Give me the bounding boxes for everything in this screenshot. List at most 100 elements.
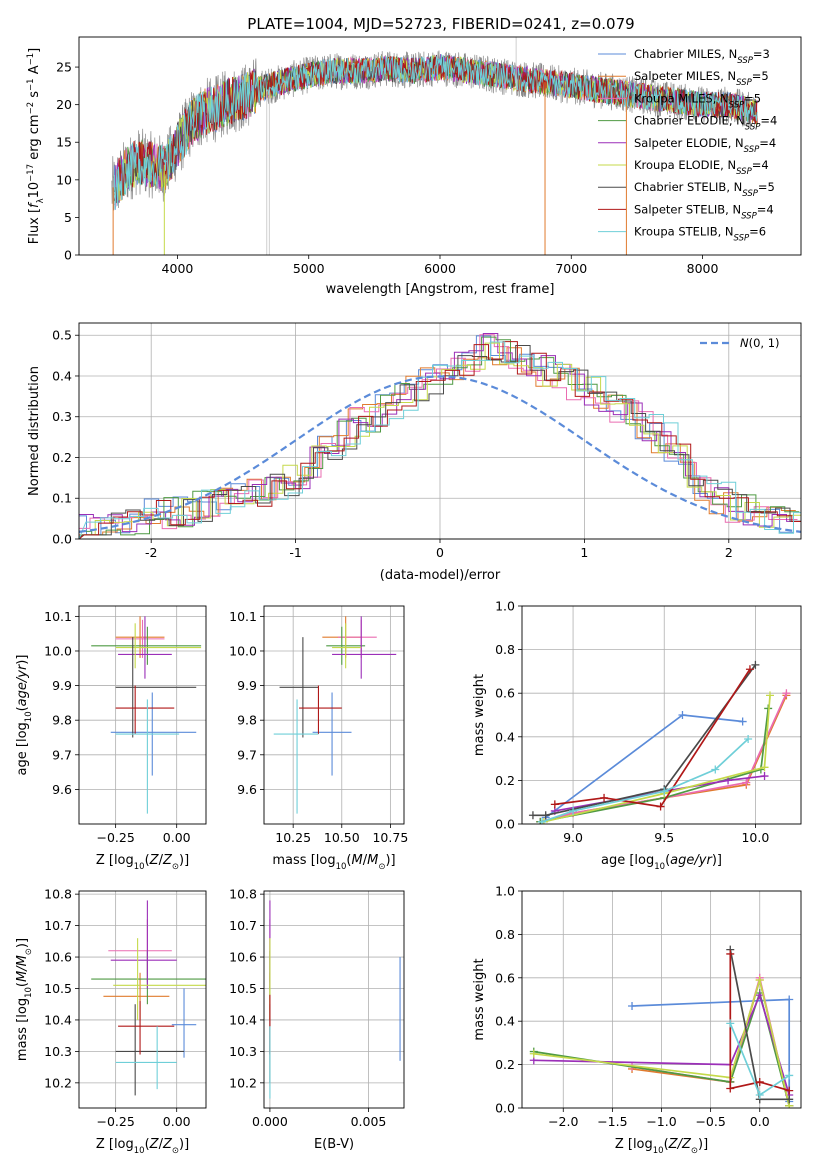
weight-marker (678, 711, 687, 719)
x-tick-label: −0.25 (96, 830, 134, 845)
y-axis-label: mass weight (472, 674, 487, 756)
weight-marker (724, 776, 733, 785)
y-tick-label: 0.6 (495, 686, 515, 701)
y-tick-label: 0.0 (52, 532, 72, 547)
x-axis-label: Z [log10(Z/Z⊙)] (96, 1137, 189, 1156)
weight-marker (538, 817, 547, 824)
legend-label: Salpeter MILES, NSSP=5 (634, 69, 769, 88)
weight-marker (742, 778, 751, 787)
x-tick-label: −1.0 (646, 1114, 676, 1129)
figure-title: PLATE=1004, MJD=52723, FIBERID=0241, z=0… (247, 15, 634, 33)
x-axis-label: mass [log10(M/M⊙)] (272, 853, 395, 872)
x-axis-label: (data-model)/error (380, 568, 501, 583)
axes-frame (78, 36, 802, 256)
x-axis-label: Z [log10(Z/Z⊙)] (96, 853, 189, 872)
x-tick-label: 5000 (293, 261, 325, 276)
y-axis-label: mass weight (472, 958, 487, 1040)
y-tick-label: 1.0 (495, 884, 515, 899)
axes-frame (78, 322, 802, 540)
x-tick-label: 2 (725, 545, 733, 560)
weight-marker (744, 734, 753, 743)
y-tick-label: 10.7 (229, 918, 257, 933)
gaussian-curve (79, 375, 801, 533)
y-tick-label: 9.8 (52, 713, 72, 728)
y-tick-label: 5 (64, 210, 72, 225)
weight-marker (726, 1084, 735, 1093)
weight-marker (528, 811, 537, 820)
weight-marker (600, 793, 609, 802)
x-tick-label: 4000 (162, 261, 194, 276)
x-tick-label: 0 (436, 545, 444, 560)
x-tick-label: −1.5 (597, 1114, 627, 1129)
weight-marker (782, 689, 791, 698)
weight-marker (726, 1019, 735, 1028)
x-tick-label: 0.00 (163, 830, 191, 845)
histogram-series (79, 345, 801, 539)
model-spectrum-line (113, 54, 758, 209)
y-tick-label: 10 (56, 172, 72, 187)
y-tick-label: 10.0 (44, 643, 72, 658)
y-tick-label: 10.4 (229, 1012, 257, 1027)
y-tick-label: 0.2 (52, 450, 72, 465)
weight-marker (628, 1002, 637, 1011)
y-tick-label: 10.6 (229, 950, 257, 965)
x-tick-label: 6000 (424, 261, 456, 276)
y-tick-label: 0 (64, 248, 72, 263)
weight-marker (569, 806, 578, 815)
weight-marker (751, 660, 760, 669)
errorbars (269, 900, 401, 1099)
mass_vs_ebv-panel: 0.000 0.005 10.2 10.3 10.4 10.5 10.6 10.7 10.8 E(… (229, 887, 405, 1152)
weight-marker (660, 787, 669, 796)
weight-marker (550, 800, 559, 809)
weight-marker (656, 802, 665, 811)
y-tick-label: 0.4 (52, 368, 72, 383)
x-tick-label: 8000 (687, 261, 719, 276)
y-tick-label: 9.6 (52, 782, 72, 797)
y-tick-label: 10.7 (44, 918, 72, 933)
histogram-steps (79, 333, 801, 539)
y-tick-label: 10.1 (44, 609, 72, 624)
weight-marker (745, 665, 754, 674)
x-tick-label: 0.000 (252, 1114, 288, 1129)
weight-marker (785, 1086, 794, 1095)
weight-marker (766, 691, 774, 700)
weight-marker (711, 765, 720, 774)
legend-label: Chabrier MILES, NSSP=3 (634, 47, 770, 66)
weight-marker (541, 811, 550, 820)
legend-label: Salpeter ELODIE, NSSP=4 (634, 136, 776, 155)
y-tick-label: 10.4 (44, 1012, 72, 1027)
weight-line (543, 695, 771, 823)
x-tick-label: −2.0 (548, 1114, 578, 1129)
x-tick-label: 10.25 (275, 830, 311, 845)
axes-frame (263, 605, 405, 825)
weight-marker (785, 1071, 794, 1080)
histogram-series (79, 341, 801, 539)
y-tick-label: 10.8 (44, 887, 72, 902)
x-tick-label: 9.5 (654, 830, 674, 845)
y-tick-label: 9.7 (237, 747, 257, 762)
weight-marker (760, 772, 769, 781)
weight-marker (738, 717, 747, 726)
y-tick-label: 9.9 (237, 678, 257, 693)
weight_vs_age-panel: 9.0 9.5 10.0 0.0 0.2 0.4 0.6 0.8 1.0 age [log10(a… (472, 599, 802, 872)
x-tick-label: −0.5 (695, 1114, 725, 1129)
weight-marker (755, 1077, 764, 1086)
x-tick-label: 0.005 (351, 1114, 387, 1129)
axes-frame (521, 890, 802, 1109)
y-tick-label: 15 (56, 135, 72, 150)
x-tick-label: 10.75 (372, 830, 408, 845)
x-tick-label: −0.25 (96, 1114, 134, 1129)
y-tick-label: 0.2 (495, 1057, 515, 1072)
x-tick-label: 10.50 (324, 830, 360, 845)
y-tick-label: 0.0 (495, 1101, 515, 1116)
x-tick-label: 7000 (555, 261, 587, 276)
age_vs_mass-panel: 10.25 10.50 10.75 9.6 9.7 9.8 9.9 10.0 10.1 mass … (229, 605, 408, 872)
y-axis-label: Normed distribution (27, 366, 42, 496)
weight-lines (528, 660, 791, 824)
mass_vs_Z-panel: −0.25 0.00 10.2 10.3 10.4 10.5 10.6 10.7 10.8 Z [… (15, 887, 207, 1156)
y-tick-label: 0.1 (52, 491, 72, 506)
weight-line (532, 664, 757, 817)
axes-frame (521, 605, 802, 825)
legend-label: Salpeter STELIB, NSSP=4 (634, 202, 774, 221)
y-tick-label: 0.6 (495, 970, 515, 985)
